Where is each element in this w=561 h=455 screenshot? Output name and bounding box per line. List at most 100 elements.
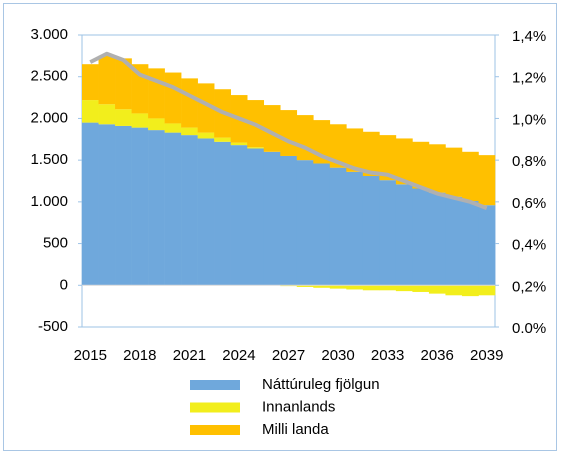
y2-tick-label: 1,2% bbox=[512, 70, 546, 87]
bar bbox=[478, 205, 496, 286]
bar bbox=[131, 113, 149, 128]
bar bbox=[346, 128, 364, 172]
bar bbox=[247, 148, 265, 286]
legend-swatch bbox=[190, 380, 240, 390]
bar bbox=[296, 160, 314, 286]
bar bbox=[115, 125, 132, 286]
y-tick-label: 2.500 bbox=[30, 68, 68, 85]
bar bbox=[478, 285, 496, 296]
bar bbox=[428, 144, 446, 193]
y2-tick-label: 1,4% bbox=[512, 28, 546, 45]
y-tick-label: -500 bbox=[38, 318, 68, 335]
bar bbox=[362, 175, 380, 286]
bar bbox=[379, 180, 397, 286]
y-tick-label: 500 bbox=[43, 235, 68, 252]
x-tick-label: 2036 bbox=[420, 347, 453, 364]
bar bbox=[445, 285, 463, 296]
bar bbox=[197, 138, 215, 286]
bar bbox=[115, 109, 132, 126]
bar bbox=[313, 163, 331, 286]
bar bbox=[214, 141, 231, 286]
y2-tick-label: 0.0% bbox=[512, 320, 546, 337]
x-tick-label: 2027 bbox=[272, 347, 305, 364]
bar bbox=[461, 201, 479, 286]
bar bbox=[247, 147, 265, 149]
bar bbox=[329, 124, 347, 168]
bar bbox=[148, 118, 165, 131]
bar bbox=[412, 141, 430, 189]
x-tick-label: 2024 bbox=[222, 347, 255, 364]
y-tick-label: 2.000 bbox=[30, 109, 68, 126]
bar bbox=[164, 132, 182, 286]
bar bbox=[263, 151, 281, 286]
bar bbox=[181, 127, 198, 136]
legend-swatch bbox=[190, 425, 240, 435]
bar bbox=[82, 64, 99, 101]
x-tick-label: 2033 bbox=[371, 347, 404, 364]
bar bbox=[181, 78, 198, 128]
bar bbox=[461, 285, 479, 297]
bar bbox=[148, 68, 165, 119]
bar bbox=[230, 142, 248, 146]
legend-label: Náttúruleg fjölgun bbox=[262, 376, 380, 393]
y-tick-label: 0 bbox=[60, 276, 68, 293]
bar bbox=[428, 192, 446, 286]
y2-tick-label: 1,0% bbox=[512, 111, 546, 128]
y2-tick-label: 0,4% bbox=[512, 237, 546, 254]
bar bbox=[313, 285, 331, 288]
y2-tick-label: 0,2% bbox=[512, 278, 546, 295]
bar bbox=[82, 122, 99, 286]
bar bbox=[478, 155, 496, 206]
bar bbox=[214, 137, 231, 142]
bar bbox=[280, 155, 298, 286]
line bbox=[89, 51, 488, 210]
bar bbox=[98, 55, 116, 105]
bar bbox=[379, 285, 397, 291]
bar bbox=[428, 285, 446, 294]
bar bbox=[329, 167, 347, 286]
bar bbox=[296, 285, 314, 287]
bar bbox=[445, 196, 463, 286]
bar bbox=[346, 171, 364, 286]
bar bbox=[131, 127, 149, 286]
bar bbox=[280, 110, 298, 156]
x-tick-label: 2039 bbox=[470, 347, 503, 364]
bar bbox=[164, 72, 182, 124]
bar bbox=[181, 135, 198, 286]
bar bbox=[98, 124, 116, 286]
chart-border bbox=[3, 3, 557, 451]
bar bbox=[379, 135, 397, 181]
bar bbox=[412, 188, 430, 286]
x-tick-label: 2021 bbox=[173, 347, 206, 364]
y2-tick-label: 0,6% bbox=[512, 195, 546, 212]
bar bbox=[296, 115, 314, 161]
bar bbox=[362, 131, 380, 176]
y-tick-label: 1.000 bbox=[30, 193, 68, 210]
bar bbox=[115, 58, 132, 110]
bar bbox=[164, 123, 182, 133]
bar bbox=[395, 285, 413, 292]
bar bbox=[197, 132, 215, 139]
bar bbox=[197, 83, 215, 133]
y-tick-label: 3.000 bbox=[30, 26, 68, 43]
bar bbox=[395, 138, 413, 185]
y2-tick-label: 0,8% bbox=[512, 153, 546, 170]
x-tick-label: 2030 bbox=[321, 347, 354, 364]
bar bbox=[362, 285, 380, 291]
bar bbox=[346, 285, 364, 290]
x-tick-label: 2015 bbox=[74, 347, 107, 364]
bar bbox=[263, 105, 281, 152]
bar bbox=[230, 145, 248, 286]
legend: Náttúruleg fjölgun Innanlands Milli landa bbox=[190, 376, 380, 438]
bar bbox=[461, 151, 479, 202]
bar bbox=[412, 285, 430, 292]
legend-swatch bbox=[190, 402, 240, 413]
bar bbox=[445, 147, 463, 197]
bar bbox=[395, 184, 413, 286]
bar bbox=[98, 104, 116, 125]
legend-label: Milli landa bbox=[262, 421, 329, 438]
bar bbox=[148, 130, 165, 286]
legend-label: Innanlands bbox=[262, 398, 335, 415]
x-tick-label: 2018 bbox=[123, 347, 156, 364]
